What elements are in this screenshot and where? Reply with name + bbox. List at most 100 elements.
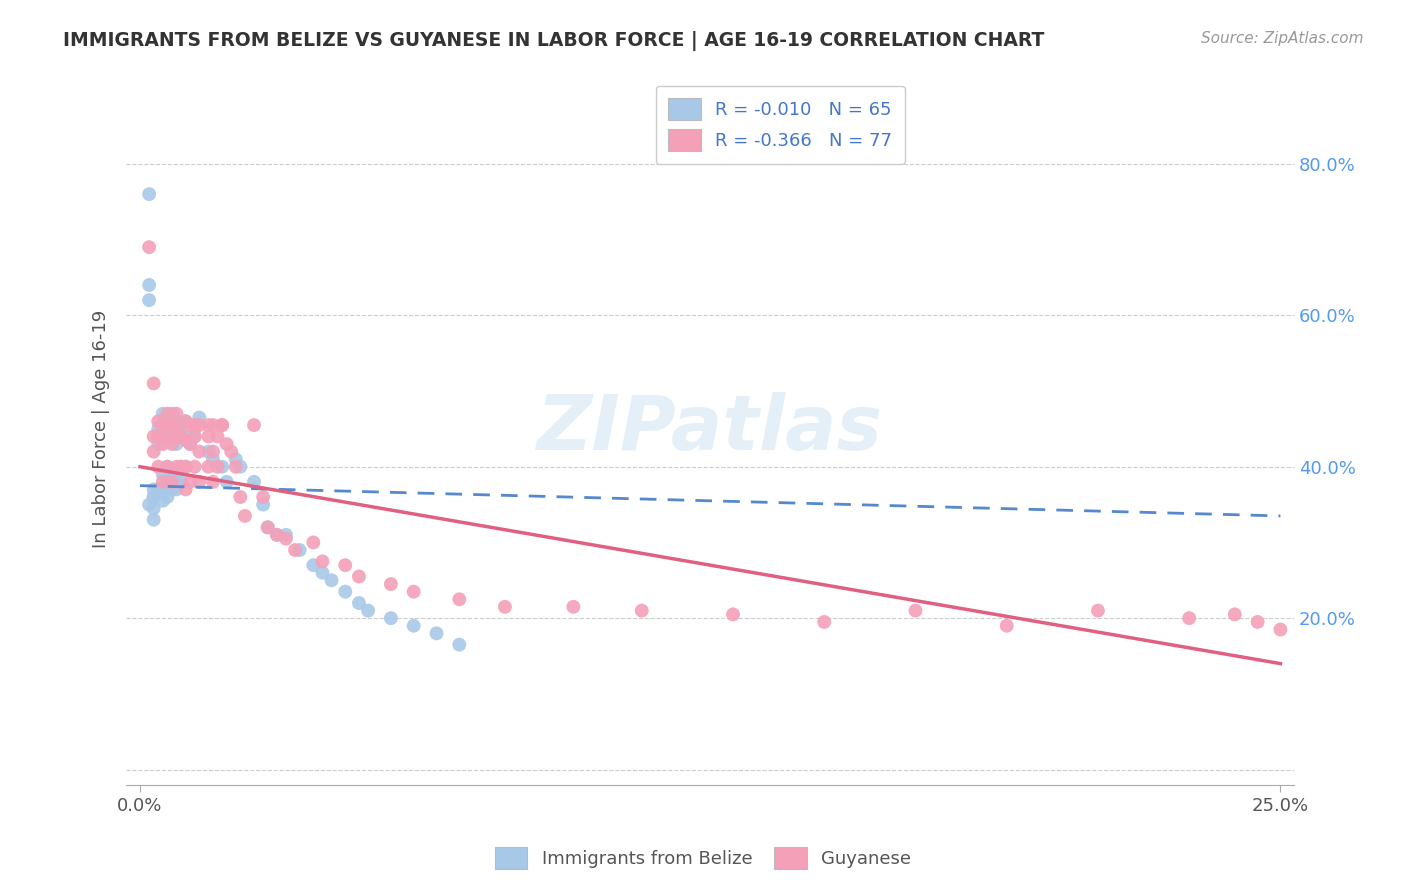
Point [138,293,160,307]
Point [321,574,343,588]
Point [160,475,183,489]
Point [156,429,179,443]
Point [1246,615,1268,629]
Point [183,418,205,433]
Point [380,611,402,625]
Point [152,467,174,482]
Point [156,490,179,504]
Point [207,429,229,443]
Point [148,437,170,451]
Point [243,475,266,489]
Point [243,418,266,433]
Point [197,459,219,474]
Point [335,558,357,573]
Point [494,599,516,614]
Point [225,459,247,474]
Point [904,604,927,618]
Point [142,483,165,497]
Point [252,498,274,512]
Point [142,444,165,458]
Text: IMMIGRANTS FROM BELIZE VS GUYANESE IN LABOR FORCE | AGE 16-19 CORRELATION CHART: IMMIGRANTS FROM BELIZE VS GUYANESE IN LA… [63,31,1045,51]
Point [174,434,197,448]
Point [179,437,201,451]
Point [197,444,219,458]
Point [201,418,224,433]
Text: ZIPatlas: ZIPatlas [537,392,883,466]
Point [170,425,193,440]
Point [152,493,174,508]
Point [174,459,197,474]
Point [402,584,425,599]
Text: Source: ZipAtlas.com: Source: ZipAtlas.com [1201,31,1364,46]
Point [197,418,219,433]
Point [215,475,238,489]
Point [166,483,188,497]
Point [174,483,197,497]
Point [721,607,744,622]
Point [160,483,183,497]
Point [170,459,193,474]
Point [160,429,183,443]
Point [152,422,174,436]
Point [156,429,179,443]
Point [148,422,170,436]
Point [142,501,165,516]
Point [335,584,357,599]
Point [562,599,585,614]
Point [449,638,471,652]
Point [166,475,188,489]
Point [288,543,311,558]
Point [166,437,188,451]
Point [156,475,179,489]
Point [995,619,1018,633]
Point [274,532,297,546]
Point [152,483,174,497]
Point [1178,611,1201,625]
Point [138,187,160,202]
Point [1223,607,1246,622]
Point [179,418,201,433]
Point [142,490,165,504]
Point [347,596,370,610]
Point [229,459,252,474]
Point [207,459,229,474]
Point [274,528,297,542]
Point [179,437,201,451]
Point [148,483,170,497]
Point [197,429,219,443]
Point [252,490,274,504]
Point [174,414,197,428]
Point [256,520,278,534]
Point [160,418,183,433]
Legend: Immigrants from Belize, Guyanese: Immigrants from Belize, Guyanese [488,839,918,876]
Point [256,520,278,534]
Point [142,376,165,391]
Point [142,513,165,527]
Point [170,429,193,443]
Point [156,459,179,474]
Point [229,490,252,504]
Point [302,535,325,549]
Point [160,467,183,482]
Point [219,444,242,458]
Point [156,459,179,474]
Point [138,240,160,254]
Point [1087,604,1109,618]
Point [380,577,402,591]
Point [188,410,211,425]
Point [166,422,188,436]
Point [160,437,183,451]
Point [142,429,165,443]
Point [266,528,288,542]
Point [402,619,425,633]
Point [183,429,205,443]
Point [174,459,197,474]
Point [174,429,197,443]
Legend: R = -0.010   N = 65, R = -0.366   N = 77: R = -0.010 N = 65, R = -0.366 N = 77 [655,86,905,164]
Point [233,508,256,523]
Point [156,418,179,433]
Point [148,429,170,443]
Point [166,429,188,443]
Point [357,604,380,618]
Point [201,452,224,467]
